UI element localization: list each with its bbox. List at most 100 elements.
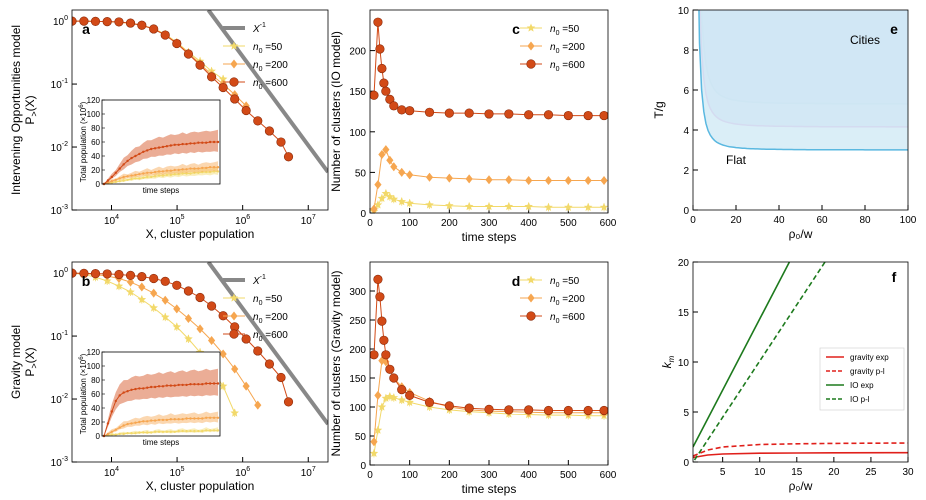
- y-tick-label: 10-2: [51, 393, 68, 406]
- inset-point: [134, 154, 137, 158]
- x-tick-label: 15: [791, 467, 803, 478]
- inset-y-label: Total population (×106): [79, 353, 88, 434]
- inset-point: [173, 173, 176, 176]
- inset-point: [181, 429, 184, 433]
- axes-frame: [369, 9, 609, 214]
- data-point: [445, 201, 454, 210]
- x-tick-label: 200: [441, 470, 458, 481]
- inset-point: [173, 384, 176, 387]
- data-point: [375, 44, 385, 54]
- inset-point: [205, 382, 208, 385]
- data-point: [150, 288, 158, 298]
- inset-point: [161, 385, 165, 388]
- inset-point: [181, 168, 184, 171]
- x-tick-label: 105: [170, 466, 185, 479]
- inset-point: [134, 421, 137, 424]
- y-tick-label: 0: [360, 209, 366, 220]
- data-point: [218, 381, 228, 390]
- inset-point: [114, 178, 117, 181]
- data-point: [207, 336, 216, 346]
- reference-line: [206, 10, 328, 174]
- panel-letter: b: [82, 273, 91, 289]
- data-point: [583, 405, 593, 416]
- panel-c: 0 100 200 300 400 500 600 0 50 100 150 200 time step…: [329, 9, 617, 244]
- data-point: [600, 176, 608, 186]
- x-axis-label: ρ₀/w: [789, 227, 813, 241]
- legend-label: n0 =200: [253, 60, 288, 73]
- inset-point: [185, 168, 188, 171]
- data-point: [389, 101, 399, 111]
- inset-point: [118, 432, 121, 436]
- inset-y-label: Total population (×106): [79, 101, 88, 182]
- x-tick-label: 10: [754, 467, 766, 478]
- inset-point: [208, 416, 212, 419]
- data-point: [505, 175, 513, 185]
- inset-b: 0 20 40 60 80 100 120 time steps Total populatio…: [79, 348, 221, 447]
- inset-point: [169, 384, 173, 387]
- data-point: [283, 397, 294, 407]
- data-point: [379, 335, 389, 345]
- inset-point: [189, 172, 192, 175]
- inset-y-tick-label: 20: [91, 418, 100, 427]
- data-point: [137, 295, 147, 304]
- x-tick-label: 30: [902, 467, 914, 478]
- data-point: [504, 405, 514, 415]
- inset-point: [169, 430, 173, 433]
- inset-point: [142, 176, 145, 179]
- data-point: [149, 303, 158, 312]
- x-axis-label: X, cluster population: [146, 227, 255, 241]
- inset-point: [169, 173, 173, 177]
- y-tick-label: 150: [349, 87, 366, 98]
- inset-point: [193, 429, 196, 433]
- data-point: [465, 174, 473, 184]
- data-point: [160, 30, 170, 40]
- data-point: [125, 270, 136, 280]
- legend-marker: [526, 23, 536, 32]
- x-tick-label: 20: [730, 215, 742, 226]
- legend-label: n0 =50: [253, 42, 283, 55]
- inset-point: [157, 430, 161, 433]
- data-point: [195, 292, 205, 303]
- inset-point: [153, 385, 157, 389]
- x-tick-label: 100: [401, 218, 418, 229]
- inset-point: [149, 419, 153, 422]
- inset-point: [114, 171, 117, 174]
- inset-point: [208, 170, 212, 174]
- data-point: [406, 170, 414, 180]
- legend-marker: [526, 311, 536, 321]
- legend-label: n0 =600: [550, 312, 585, 325]
- x-axis-label: time steps: [462, 482, 517, 496]
- inset-point: [216, 170, 220, 173]
- data-point: [599, 110, 608, 121]
- data-point: [397, 105, 407, 115]
- y-tick-label: 4: [683, 126, 689, 137]
- inset-point: [185, 429, 188, 433]
- data-point: [231, 364, 239, 374]
- legend-marker: [229, 329, 239, 339]
- y-tick-label: 2: [683, 166, 689, 177]
- data-point: [389, 373, 399, 383]
- plot-area-d: [370, 274, 608, 458]
- y-tick-label: 8: [683, 46, 689, 57]
- panel-letter: d: [512, 273, 521, 289]
- inset-point: [193, 383, 196, 386]
- inset-point: [177, 429, 180, 433]
- y-tick-label: 10: [678, 358, 690, 369]
- inset-point: [110, 430, 114, 433]
- data-point: [102, 276, 112, 285]
- y-tick-label: 0: [683, 206, 689, 217]
- inset-frame: [101, 99, 221, 185]
- y-tick-label: 100: [349, 128, 366, 139]
- inset-point: [157, 385, 161, 388]
- y-tick-label: 300: [349, 287, 366, 298]
- inset-point: [208, 382, 212, 385]
- data-point: [370, 448, 379, 457]
- legend-label: n0 =200: [253, 312, 288, 325]
- panel-letter: a: [82, 21, 90, 37]
- inset-y-tick-label: 60: [91, 138, 100, 147]
- inset-y-tick-label: 100: [87, 110, 101, 119]
- inset-point: [142, 431, 145, 434]
- inset-point: [216, 140, 220, 144]
- axes-frame: [71, 9, 329, 211]
- panel-d: 0 100 200 300 400 500 600050100150200250300tim…: [329, 261, 617, 496]
